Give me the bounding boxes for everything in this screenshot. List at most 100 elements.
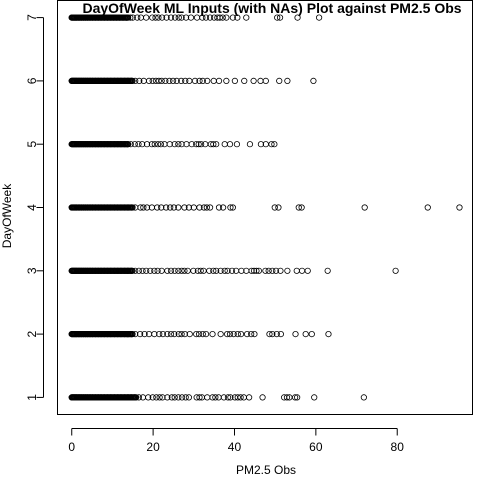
y-tick-label: 3 <box>25 267 39 274</box>
data-point <box>139 394 147 401</box>
data-point <box>197 267 204 274</box>
data-point <box>149 394 156 401</box>
data-point <box>221 267 228 274</box>
data-point <box>185 204 193 211</box>
data-point <box>181 204 188 211</box>
data-point <box>168 394 175 401</box>
data-point <box>284 77 291 84</box>
data-point <box>325 331 332 338</box>
data-point <box>199 77 206 84</box>
data-point <box>145 77 153 84</box>
data-point <box>156 394 163 401</box>
data-point <box>171 141 178 148</box>
data-point <box>234 14 241 21</box>
data-point <box>147 267 154 274</box>
data-point <box>240 394 247 401</box>
data-point <box>266 331 273 338</box>
data-point <box>223 77 230 84</box>
data-point <box>135 267 142 274</box>
data-point <box>210 267 217 274</box>
data-point <box>231 77 238 84</box>
data-point <box>182 394 189 401</box>
data-point <box>199 331 206 338</box>
data-point <box>304 267 311 274</box>
data-point <box>153 394 160 401</box>
data-point <box>178 77 185 84</box>
data-point <box>210 77 217 84</box>
data-point <box>164 267 171 274</box>
data-point <box>162 77 169 84</box>
data-point <box>227 204 234 211</box>
data-point <box>456 204 463 211</box>
data-point <box>129 77 136 84</box>
data-point <box>226 331 234 338</box>
data-point <box>233 141 241 148</box>
data-point <box>217 267 224 274</box>
data-point <box>159 331 166 338</box>
data-point <box>209 331 216 338</box>
data-point <box>224 267 231 274</box>
data-point <box>212 394 219 401</box>
data-point <box>158 77 165 84</box>
y-tick-label: 7 <box>25 14 39 21</box>
data-point <box>178 14 185 21</box>
data-point <box>221 141 228 148</box>
data-point <box>219 14 226 21</box>
data-point <box>143 267 150 274</box>
data-point <box>152 14 159 21</box>
data-point <box>203 204 210 211</box>
data-point <box>204 394 211 401</box>
data-point <box>139 141 146 148</box>
data-point <box>213 267 220 274</box>
data-point <box>238 267 245 274</box>
data-point <box>196 204 203 211</box>
data-point <box>272 267 280 274</box>
data-point <box>195 331 203 338</box>
data-point <box>257 141 265 148</box>
data-point <box>229 14 236 21</box>
chart-title: DayOfWeek ML Inputs (with NAs) Plot agai… <box>82 0 461 16</box>
data-point <box>159 394 166 401</box>
data-point <box>269 331 276 338</box>
data-point <box>215 204 223 211</box>
data-point <box>202 331 210 338</box>
data-point <box>277 331 284 338</box>
data-point <box>262 77 269 84</box>
data-point <box>151 331 158 338</box>
data-point <box>156 331 163 338</box>
data-point <box>275 204 282 211</box>
data-point <box>255 267 262 274</box>
data-points <box>68 14 463 401</box>
data-point <box>187 14 195 21</box>
data-point <box>158 267 165 274</box>
data-point <box>229 204 236 211</box>
data-point <box>167 14 175 21</box>
data-point <box>310 77 317 84</box>
data-point <box>392 267 399 274</box>
x-tick-label: 60 <box>309 440 323 454</box>
x-tick-label: 20 <box>146 440 160 454</box>
data-point <box>202 14 210 21</box>
data-point <box>178 141 185 148</box>
data-point <box>136 331 144 338</box>
y-tick-label: 6 <box>25 77 39 84</box>
data-point <box>140 204 147 211</box>
data-point <box>316 14 323 21</box>
data-point <box>188 141 195 148</box>
data-point <box>175 141 182 148</box>
data-point <box>213 141 220 148</box>
data-point <box>149 14 156 21</box>
data-point <box>250 77 257 84</box>
x-tick-label: 40 <box>228 440 242 454</box>
data-point <box>151 141 158 148</box>
data-point <box>134 14 141 21</box>
data-point <box>246 141 254 148</box>
data-point <box>148 141 155 148</box>
data-point <box>298 267 306 274</box>
data-point <box>155 14 162 21</box>
data-point <box>237 331 245 338</box>
y-axis-label: DayOfWeek <box>0 183 14 248</box>
data-point <box>149 77 156 84</box>
data-point <box>199 14 206 21</box>
